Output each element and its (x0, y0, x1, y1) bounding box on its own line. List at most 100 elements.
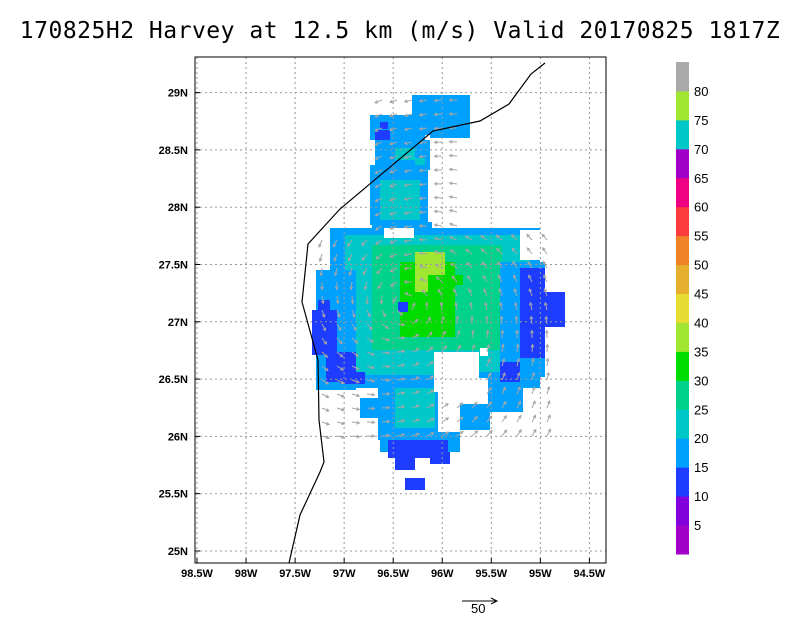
wind-vector (375, 169, 383, 174)
wind-vector-head (433, 209, 438, 214)
colorbar-segment (676, 467, 689, 497)
latitude-tick-label: 28.5N (159, 145, 188, 157)
wind-vector (449, 168, 458, 171)
wind-vector (404, 267, 413, 270)
wind-vector-head (433, 236, 438, 241)
wind-vector (362, 253, 368, 261)
wind-vector (434, 210, 443, 213)
wind-vector-head (371, 420, 376, 425)
wind-vector (411, 334, 419, 339)
wind-vector (321, 393, 329, 398)
wind-vector-head (335, 300, 340, 305)
wind-vector-head (482, 274, 486, 279)
wind-vector-head (435, 276, 440, 280)
wind-vector (361, 239, 368, 246)
wind-vector (456, 345, 461, 353)
wind-vector-head (480, 234, 484, 239)
wind-vector (419, 183, 428, 186)
wind-vector (456, 330, 460, 339)
colorbar-label: 35 (694, 344, 708, 359)
wind-vector-head (448, 139, 453, 144)
wind-vector-head (532, 428, 537, 433)
wind-vector (321, 365, 329, 372)
wind-vector (422, 289, 428, 297)
wind-vector (374, 113, 383, 118)
wind-vector-head (448, 208, 453, 213)
wind-vector-head (386, 433, 391, 438)
latitude-tick-label: 27.5N (159, 260, 188, 272)
wind-vector (531, 372, 535, 381)
wind-vector-head (324, 354, 329, 359)
wind-vector-head (339, 353, 344, 358)
wind-vector (419, 197, 428, 200)
wind-vector (336, 379, 344, 384)
wind-vector (404, 169, 413, 173)
wind-vector-head (471, 343, 476, 348)
wind-vector-head (418, 168, 423, 173)
wind-vector-head (386, 364, 391, 369)
wind-vector-head (501, 357, 506, 362)
wind-vector (419, 265, 428, 269)
wind-vector (426, 332, 433, 339)
wind-vector (321, 435, 330, 439)
wind-vector (449, 196, 458, 199)
colorbar-segment (676, 409, 689, 439)
wind-vector-head (516, 371, 521, 376)
wind-vector (544, 302, 548, 311)
wind-vector (389, 183, 398, 187)
wind-vector (374, 141, 383, 146)
wind-vector-head (403, 197, 408, 201)
wind-vector (320, 267, 323, 276)
wind-vector-head (496, 261, 501, 266)
wind-vector-head (418, 112, 423, 117)
wind-vector-head (547, 414, 551, 419)
wind-vector-head (356, 420, 361, 425)
wind-speed-cell (380, 180, 420, 220)
wind-vector (471, 330, 474, 339)
wind-vector (465, 249, 473, 255)
wind-vector-head (411, 301, 416, 307)
wind-vector (374, 127, 383, 132)
wind-vector-head (352, 313, 356, 318)
wind-vector-head (325, 408, 330, 412)
map-frame (194, 56, 607, 564)
wind-vector-head (374, 156, 379, 160)
wind-vector (336, 421, 345, 425)
wind-vector (501, 401, 507, 409)
wind-vector (426, 432, 434, 437)
wind-vector-head (515, 343, 520, 348)
wind-vector (501, 387, 506, 395)
wind-vector-head (499, 315, 504, 320)
wind-vector-head (374, 184, 379, 188)
wind-vector-head (415, 362, 420, 366)
wind-vector (375, 211, 383, 217)
wind-vector-head (403, 155, 408, 159)
wind-vector (419, 127, 428, 130)
colorbar-segment (676, 496, 689, 526)
wind-vector-head (513, 288, 518, 293)
wind-vector-head (338, 327, 342, 332)
wind-vector-head (369, 326, 373, 331)
wind-vector-head (354, 340, 359, 344)
wind-vector-head (433, 223, 438, 228)
longitude-tick-label: 97.5W (279, 568, 311, 580)
data-void (384, 228, 414, 238)
wind-vector-head (445, 431, 450, 435)
wind-vector-head (356, 393, 361, 398)
wind-vector-head (528, 287, 533, 293)
wind-vector (396, 406, 405, 409)
wind-vector (380, 295, 383, 304)
wind-vector (366, 365, 375, 369)
wind-vector-head (503, 415, 507, 419)
wind-vector (482, 275, 488, 283)
wind-vector-head (450, 262, 455, 267)
wind-vector (500, 316, 503, 325)
wind-vector-head (334, 272, 338, 277)
wind-vector-head (442, 330, 446, 335)
wind-vector (486, 401, 492, 409)
wind-vector-head (350, 300, 355, 305)
wind-vector-head (464, 235, 469, 240)
colorbar-label: 80 (694, 84, 708, 99)
wind-vector-head (545, 343, 550, 348)
